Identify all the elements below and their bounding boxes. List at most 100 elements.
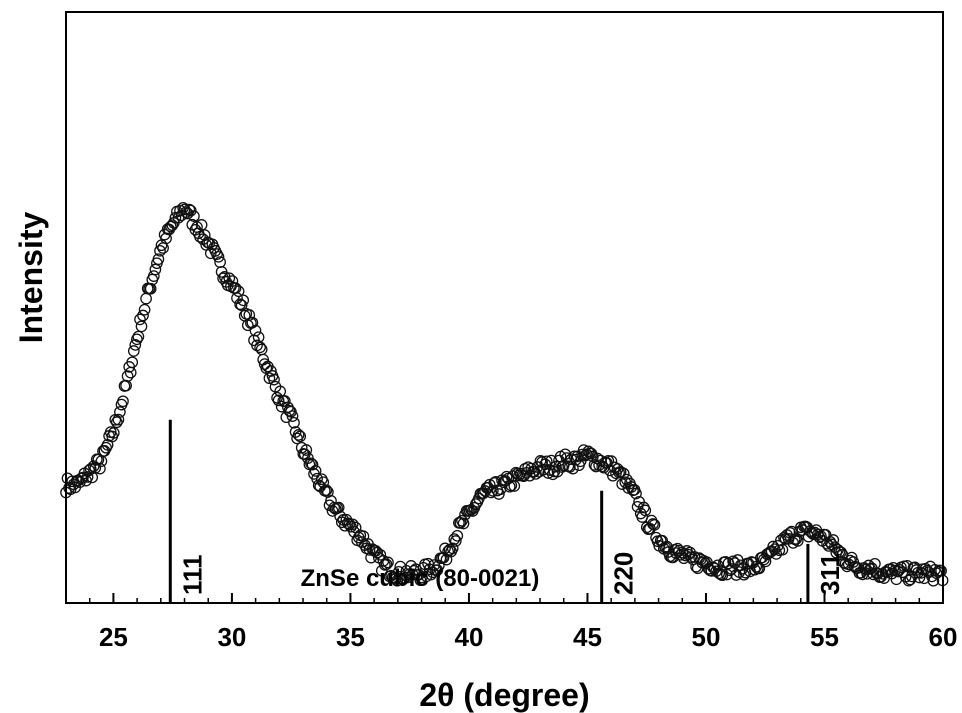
data-point (446, 542, 459, 555)
data-point (138, 303, 151, 316)
data-point (223, 272, 236, 285)
data-point (121, 370, 134, 382)
data-point (713, 567, 726, 580)
data-point (804, 525, 816, 537)
data-point (246, 316, 259, 329)
data-point (249, 324, 262, 337)
data-point (234, 298, 246, 311)
data-point (503, 480, 516, 493)
data-point (212, 250, 225, 263)
data-point (827, 534, 840, 546)
data-point (488, 477, 501, 489)
data-point (605, 455, 618, 467)
data-point (117, 395, 129, 408)
data-point (140, 292, 152, 305)
data-point (508, 480, 521, 492)
data-point (110, 416, 123, 429)
reference-label-311: 311 (815, 553, 845, 595)
data-point (232, 285, 245, 298)
x-tick-label: 30 (217, 622, 246, 652)
data-point (243, 309, 256, 321)
data-point (84, 463, 97, 475)
data-point (790, 533, 803, 545)
data-point (631, 500, 644, 513)
data-point (835, 546, 847, 559)
data-point (309, 465, 322, 477)
data-point (630, 487, 642, 500)
data-point (332, 501, 345, 514)
data-point (738, 568, 750, 581)
data-point (451, 529, 464, 542)
data-point (457, 517, 470, 530)
data-point (235, 299, 248, 312)
data-point (268, 373, 280, 386)
data-point (382, 556, 394, 569)
data-point (901, 559, 914, 572)
data-point (647, 518, 659, 530)
data-point (81, 471, 94, 483)
data-point (184, 204, 197, 217)
data-point (639, 504, 652, 517)
data-point (188, 210, 200, 222)
data-point (927, 574, 940, 587)
data-point (194, 230, 206, 243)
data-point (152, 253, 165, 266)
x-tick-label: 45 (573, 622, 602, 652)
reference-label-111: 111 (177, 554, 207, 595)
data-point (89, 462, 102, 474)
data-point (311, 472, 323, 485)
reference-lines: 111 220 311 (168, 419, 845, 603)
data-point (320, 484, 333, 497)
data-point (94, 462, 106, 475)
data-point (389, 572, 402, 585)
data-point (134, 313, 146, 326)
data-point (346, 518, 359, 531)
data-point (114, 406, 126, 418)
data-point (770, 548, 783, 560)
data-point (120, 379, 132, 392)
x-tick-label: 60 (929, 622, 958, 652)
data-point (129, 339, 142, 351)
data-point (195, 219, 208, 231)
plot-frame (65, 11, 944, 604)
data-point (292, 429, 305, 441)
reference-label-220: 220 (609, 552, 639, 595)
data-point (493, 488, 505, 500)
x-ticks: 25 30 35 40 45 50 55 60 (65, 593, 958, 652)
y-axis-title: Intensity (13, 212, 49, 344)
data-point (272, 394, 285, 407)
data-point (126, 356, 139, 369)
data-point (536, 456, 548, 468)
data-point (294, 430, 307, 443)
data-point (374, 548, 387, 561)
data-point (166, 219, 179, 232)
data-point (149, 263, 162, 276)
data-point (380, 558, 393, 571)
data-point (254, 341, 266, 354)
data-point (237, 294, 250, 307)
data-point (278, 395, 291, 407)
data-point (226, 275, 239, 287)
x-tick-label: 35 (336, 622, 365, 652)
data-point (550, 460, 562, 473)
data-point (617, 467, 630, 480)
x-axis-title: 2θ (degree) (419, 677, 589, 713)
data-point (768, 543, 781, 556)
data-point (288, 416, 300, 429)
data-point (449, 535, 462, 547)
x-tick-label: 40 (454, 622, 483, 652)
x-tick-label: 50 (692, 622, 721, 652)
x-tick-label: 25 (99, 622, 128, 652)
data-point (263, 372, 276, 385)
data-point (147, 270, 160, 282)
data-point (157, 242, 169, 254)
data-point (137, 309, 149, 322)
data-point (144, 282, 157, 295)
data-point (303, 458, 316, 471)
data-point (317, 476, 330, 489)
data-points (60, 201, 949, 587)
phase-annotation: ZnSe cubic (80-0021) (301, 565, 540, 592)
data-point (371, 546, 384, 559)
data-point (112, 413, 125, 426)
